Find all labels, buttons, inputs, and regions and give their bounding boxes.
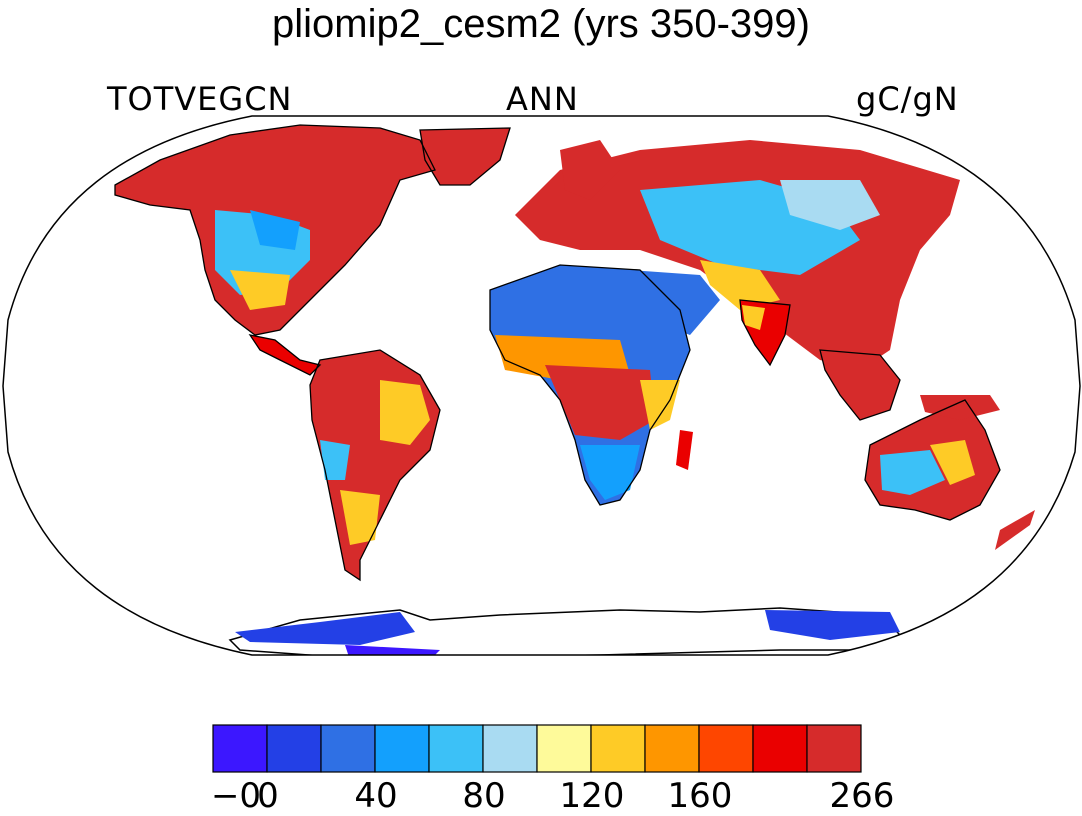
antarctica-south-strip	[345, 645, 440, 655]
colorbar-swatch	[536, 724, 592, 773]
colorbar-swatch	[374, 724, 430, 773]
season-label: ANN	[506, 80, 579, 118]
coastlines	[114, 124, 1001, 582]
africa-south	[580, 445, 640, 500]
variable-label: TOTVEGCN	[107, 80, 293, 118]
new-zealand	[995, 510, 1035, 550]
central-america	[250, 335, 320, 375]
colorbar-swatch	[212, 724, 268, 773]
africa-east	[640, 380, 680, 430]
scandinavia	[560, 140, 620, 200]
units-label: gC/gN	[856, 80, 959, 118]
colorbar-swatch	[752, 724, 808, 773]
greenland	[420, 128, 510, 185]
india-west	[742, 305, 765, 330]
plot-title: pliomip2_cesm2 (yrs 350-399)	[271, 2, 810, 46]
colorbar-tick-label: 80	[462, 776, 506, 816]
new-guinea	[920, 395, 1000, 420]
colorbar-swatch	[698, 724, 754, 773]
colorbar	[212, 724, 862, 773]
south-america-west	[320, 440, 350, 480]
asia-yellow	[700, 260, 780, 310]
globe-outline	[2, 115, 1081, 656]
colorbar-tick-label: −0	[210, 776, 262, 816]
colorbar-swatch	[644, 724, 700, 773]
australia-interior	[880, 450, 945, 495]
southeast-asia	[820, 350, 900, 420]
colorbar-swatch	[320, 724, 376, 773]
canada-center	[250, 210, 300, 250]
madagascar	[676, 430, 693, 470]
colorbar-swatch	[266, 724, 322, 773]
antarctica-peninsula	[235, 612, 415, 645]
australia-yellow	[930, 440, 975, 485]
colorbar-swatch	[482, 724, 538, 773]
colorbar-tick-label: 160	[667, 776, 733, 816]
colorbar-tick-label: 120	[559, 776, 625, 816]
colorbar-swatch	[428, 724, 484, 773]
asia-steppe	[780, 180, 880, 230]
colorbar-swatch	[806, 724, 862, 773]
colorbar-swatch	[590, 724, 646, 773]
africa-central	[545, 365, 655, 440]
colorbar-tick-label: 266	[829, 776, 895, 816]
north-america-south	[230, 270, 290, 310]
colorbar-tick-label: 40	[354, 776, 398, 816]
south-america-south	[340, 490, 380, 545]
colorbar-tick-label: 0	[257, 776, 279, 816]
south-america-east	[380, 380, 430, 445]
antarctica-east-strip	[765, 610, 900, 640]
